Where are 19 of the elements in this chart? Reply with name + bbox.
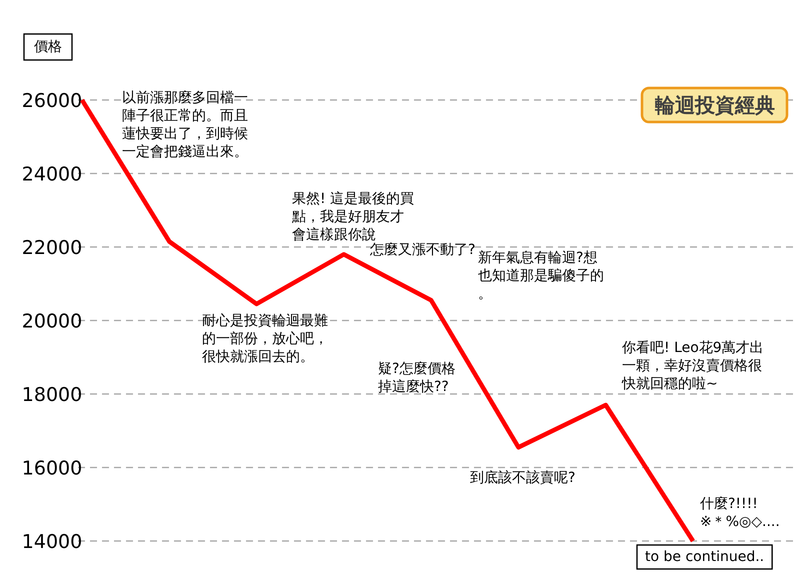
y-tick-label: 20000: [22, 310, 82, 332]
annotation: 以前漲那麼多回檔一陣子很正常的。而且蓮快要出了，到時候一定會把錢逼出來。: [122, 90, 248, 160]
y-tick-label: 24000: [22, 164, 82, 186]
annotation: 果然! 這是最後的買點，我是好朋友才會這樣跟你說: [291, 191, 414, 243]
annotation: 到底該不該賣呢?: [470, 470, 576, 486]
annotation: 耐心是投資輪迴最難的一部份，放心吧，很快就漲回去的。: [202, 313, 328, 365]
text: to be continued..: [645, 549, 764, 565]
y-tick-label: 18000: [22, 384, 82, 406]
y-tick-label: 14000: [22, 531, 82, 553]
chart-title: 輪迴投資經典: [654, 93, 775, 117]
annotation: 怎麼又漲不動了?: [369, 242, 476, 258]
annotation: 什麼?!!!! ※＊%◎◇....: [699, 496, 780, 530]
y-tick-label: 22000: [22, 237, 82, 259]
annotation: 疑?怎麼價格掉這麼快??: [378, 361, 456, 395]
y-tick-label: 16000: [22, 458, 82, 480]
annotation: 新年氣息有輪迴?想也知道那是騙傻子的。: [478, 250, 604, 302]
y-axis-title: 價格: [34, 39, 62, 55]
annotation: 你看吧! Leo花9萬才出一顆，幸好沒賣價格很快就回穩的啦~: [621, 340, 764, 392]
y-tick-label: 26000: [22, 90, 82, 112]
